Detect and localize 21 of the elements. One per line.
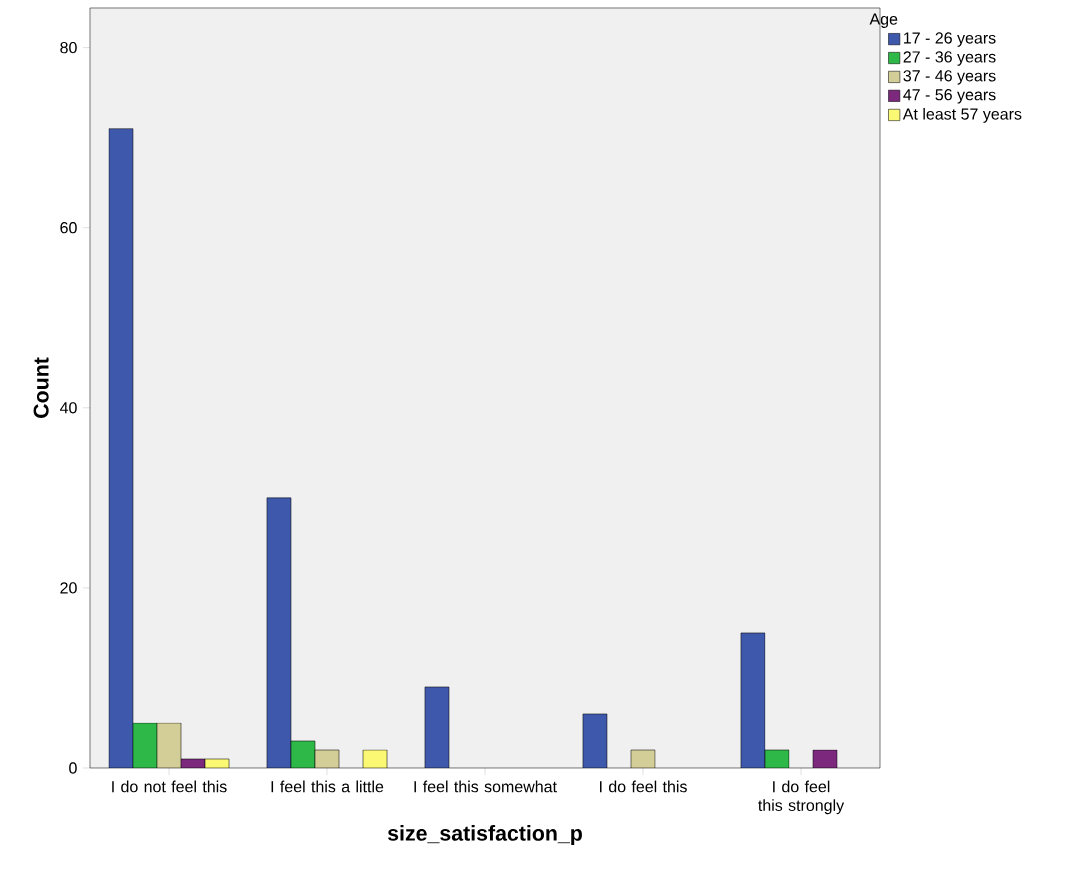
legend-label: 27 - 36 years xyxy=(903,51,996,66)
legend-label: 47 - 56 years xyxy=(903,89,996,104)
y-axis-title: Count xyxy=(33,357,49,418)
legend-label: At least 57 years xyxy=(902,107,1022,123)
legend-label: 37 - 46 years xyxy=(903,70,996,85)
x-tick-label: I do feel this xyxy=(600,780,687,793)
legend-label: 17 - 26 years xyxy=(904,32,996,47)
x-tick-label: I do feel this strongly xyxy=(758,780,845,815)
bar xyxy=(108,128,134,768)
x-axis-title: size_satisfaction_p xyxy=(387,825,582,845)
y-tick-label: 40 xyxy=(59,402,77,414)
y-tick-label: 0 xyxy=(69,762,77,774)
legend-title: Age xyxy=(869,13,898,28)
y-tick-label: 60 xyxy=(60,222,77,234)
y-tick-label: 20 xyxy=(60,582,77,594)
bar xyxy=(740,632,766,768)
x-tick-label: I feel this somewhat xyxy=(414,780,557,793)
x-tick-label: I do not feel this xyxy=(112,780,227,793)
y-tick-label: 80 xyxy=(60,41,77,54)
bar xyxy=(266,497,292,768)
x-tick-label: I feel this a little xyxy=(271,780,384,793)
